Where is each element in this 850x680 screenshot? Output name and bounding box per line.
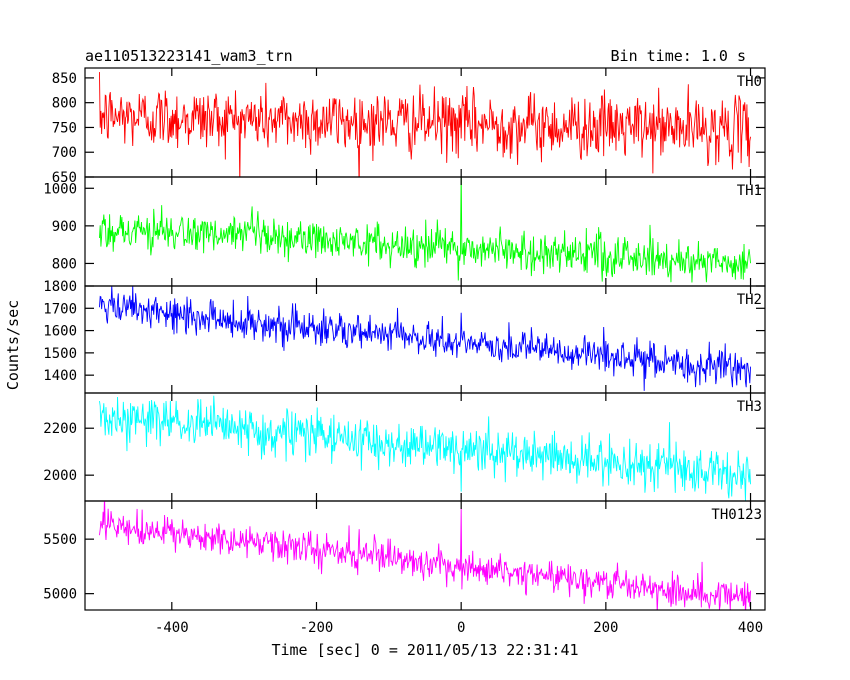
y-tick-label: 800: [52, 256, 77, 272]
x-tick-label: 200: [593, 620, 618, 636]
x-axis: -400 -200 0 200 400: [155, 620, 763, 636]
y-tick-label: 650: [52, 170, 77, 186]
y-tick-label: 5000: [43, 587, 77, 603]
chart-title: ae110513223141_wam3_trn: [85, 47, 293, 65]
y-tick-label: 900: [52, 219, 77, 235]
series-line-th1: [99, 177, 751, 283]
panel-label: TH0123: [711, 507, 762, 523]
series-line-th0: [99, 72, 751, 177]
y-tick-label: 1600: [43, 324, 77, 340]
panel-label: TH2: [737, 292, 762, 308]
y-tick-label: 1000: [43, 181, 77, 197]
x-tick-label: -400: [155, 620, 189, 636]
panel-th0123: 5000 5500 TH0123: [43, 500, 766, 611]
y-tick-label: 2000: [43, 468, 77, 484]
panel-label: TH3: [737, 399, 762, 415]
y-tick-label: 800: [52, 96, 77, 112]
y-tick-label: 850: [52, 71, 77, 87]
y-tick-label: 5500: [43, 532, 77, 548]
bin-time-label: Bin time: 1.0 s: [611, 47, 746, 65]
x-tick-label: 0: [457, 620, 465, 636]
panel-th3: 2000 2200 TH3: [43, 392, 766, 502]
panel-frame: [84, 176, 766, 287]
y-tick-label: 750: [52, 120, 77, 136]
y-tick-label: 1500: [43, 346, 77, 362]
y-axis-label: Counts/sec: [4, 300, 22, 390]
y-tick-label: 1800: [43, 279, 77, 295]
x-axis-label: Time [sec] 0 = 2011/05/13 22:31:41: [271, 641, 578, 659]
panel-label: TH0: [737, 74, 762, 90]
panel-label: TH1: [737, 183, 762, 199]
x-tick-label: -200: [300, 620, 334, 636]
panel-th2: 1400 1500 1600 1700 1800 TH2: [43, 279, 766, 394]
series-line-th0123: [99, 501, 751, 610]
series-line-th3: [99, 395, 751, 501]
panel-th1: 800 900 1000 TH1: [43, 176, 766, 287]
panel-frame: [84, 500, 766, 611]
panel-th0: 650 700 750 800 850 TH0: [52, 67, 766, 186]
y-tick-label: 1400: [43, 368, 77, 384]
y-tick-label: 2200: [43, 421, 77, 437]
y-tick-label: 700: [52, 145, 77, 161]
series-line-th2: [99, 286, 751, 391]
y-tick-label: 1700: [43, 301, 77, 317]
x-tick-label: 400: [738, 620, 763, 636]
